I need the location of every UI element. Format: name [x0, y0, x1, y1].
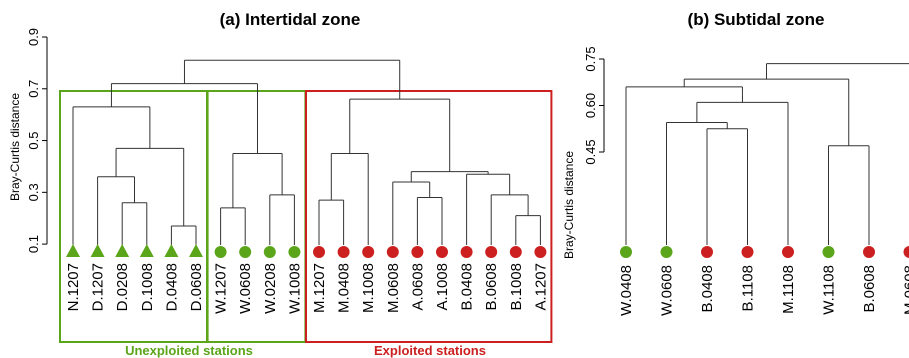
leaf-marker-circle: [620, 246, 632, 258]
leaf-label: M.1108: [780, 265, 797, 314]
y-tick-label: 0.5: [26, 132, 41, 150]
panel-a-group-boxes: [59, 90, 553, 343]
y-tick-label: 0.3: [26, 183, 41, 201]
leaf-label: D.0608: [188, 263, 205, 311]
leaf-marker-circle: [509, 246, 522, 258]
leaf-label: W.1108: [821, 265, 838, 315]
leaf-marker-circle: [534, 246, 547, 258]
leaf-marker-circle: [313, 246, 325, 258]
unexploited-stations-label: Unexploited stations: [125, 343, 253, 358]
leaf-label: M.1207: [311, 263, 328, 313]
leaf-label: B.0408: [699, 265, 716, 313]
leaf-label: A.1008: [434, 263, 451, 311]
leaf-label: W.1207: [213, 263, 230, 314]
leaf-label: A.1207: [532, 263, 549, 311]
leaf-marker-circle: [741, 246, 754, 258]
leaf-label: B.0608: [483, 263, 500, 311]
panel-a-intertidal: (a) Intertidal zone Bray-Curtis distance…: [8, 10, 553, 358]
panel-b-y-axis-label: Bray-Curtis distance: [562, 151, 576, 259]
leaf-label: M.0608: [385, 263, 402, 313]
leaf-marker-circle: [822, 246, 835, 258]
panel-b-subtidal: (b) Subtidal zone Bray-Curtis distance 0…: [562, 10, 909, 316]
panel-b-dendrogram: [625, 63, 909, 245]
leaf-label: W.1008: [286, 263, 303, 314]
leaf-marker-circle: [386, 246, 399, 258]
leaf-marker-circle: [239, 246, 252, 258]
leaf-marker-circle: [863, 246, 875, 258]
leaf-label: B.1008: [508, 263, 525, 311]
exploited-stations-label: Exploited stations: [374, 343, 486, 358]
leaf-label: D.0408: [163, 263, 180, 311]
leaf-marker-triangle: [90, 244, 105, 257]
leaf-marker-triangle: [115, 244, 130, 257]
leaf-label: W.0608: [237, 263, 254, 314]
leaf-marker-circle: [660, 246, 673, 258]
leaf-marker-circle: [411, 246, 424, 258]
leaf-marker-circle: [903, 246, 909, 258]
y-tick-label: 0.1: [26, 235, 41, 253]
leaf-label: W.0208: [262, 263, 279, 314]
leaf-label: D.0208: [114, 263, 131, 311]
leaf-label: W.0408: [618, 265, 635, 316]
leaf-label: M.0608: [902, 265, 909, 315]
exploited-group-box: [305, 90, 553, 343]
y-tick-label: 0.75: [583, 46, 598, 71]
leaf-marker-circle: [782, 246, 794, 258]
leaf-label: M.0408: [336, 263, 353, 313]
leaf-marker-circle: [362, 246, 375, 258]
leaf-marker-circle: [460, 246, 473, 258]
leaf-label: B.0408: [459, 263, 476, 311]
panel-b-leaves: W.0408 W.0608 B.0408 B.1108 M.1108 W.1108 B.06…: [618, 246, 909, 316]
leaf-marker-circle: [337, 246, 350, 258]
leaf-label: D.1008: [139, 263, 156, 311]
leaf-marker-triangle: [164, 244, 179, 257]
panel-a-y-axis: 0.1 0.3 0.5 0.7 0.9: [26, 28, 48, 253]
panel-a-y-axis-label: Bray-Curtis distance: [8, 93, 22, 201]
unexploited-group-box: [59, 90, 208, 343]
leaf-label: M.1008: [360, 263, 377, 313]
leaf-marker-circle: [288, 246, 301, 258]
leaf-marker-triangle: [189, 244, 203, 257]
leaf-label: N.1207: [65, 263, 82, 311]
leaf-label: B.0608: [861, 265, 878, 313]
panel-a-leaves: N.1207 D.1207 D.0208 D.1008 D.0408 D.0608 W.12…: [65, 244, 549, 314]
leaf-marker-circle: [263, 246, 276, 258]
leaf-marker-circle: [701, 246, 713, 258]
leaf-marker-circle: [214, 246, 227, 258]
leaf-label: B.1108: [740, 265, 757, 311]
leaf-label: W.0608: [659, 265, 676, 316]
y-tick-label: 0.45: [583, 139, 598, 164]
leaf-marker-triangle: [139, 244, 154, 257]
panel-b-title: (b) Subtidal zone: [688, 10, 825, 29]
y-tick-label: 0.9: [26, 28, 41, 46]
y-tick-label: 0.7: [26, 80, 41, 98]
leaf-label: D.1207: [90, 263, 107, 311]
leaf-marker-circle: [436, 246, 448, 258]
panel-a-title: (a) Intertidal zone: [220, 10, 361, 29]
y-tick-label: 0.60: [583, 93, 598, 118]
panel-b-y-axis: 0.45 0.60 0.75: [583, 46, 605, 165]
leaf-label: A.0608: [409, 263, 426, 311]
panel-a-dendrogram: [72, 59, 541, 245]
leaf-marker-circle: [485, 246, 498, 258]
leaf-marker-triangle: [66, 244, 80, 257]
